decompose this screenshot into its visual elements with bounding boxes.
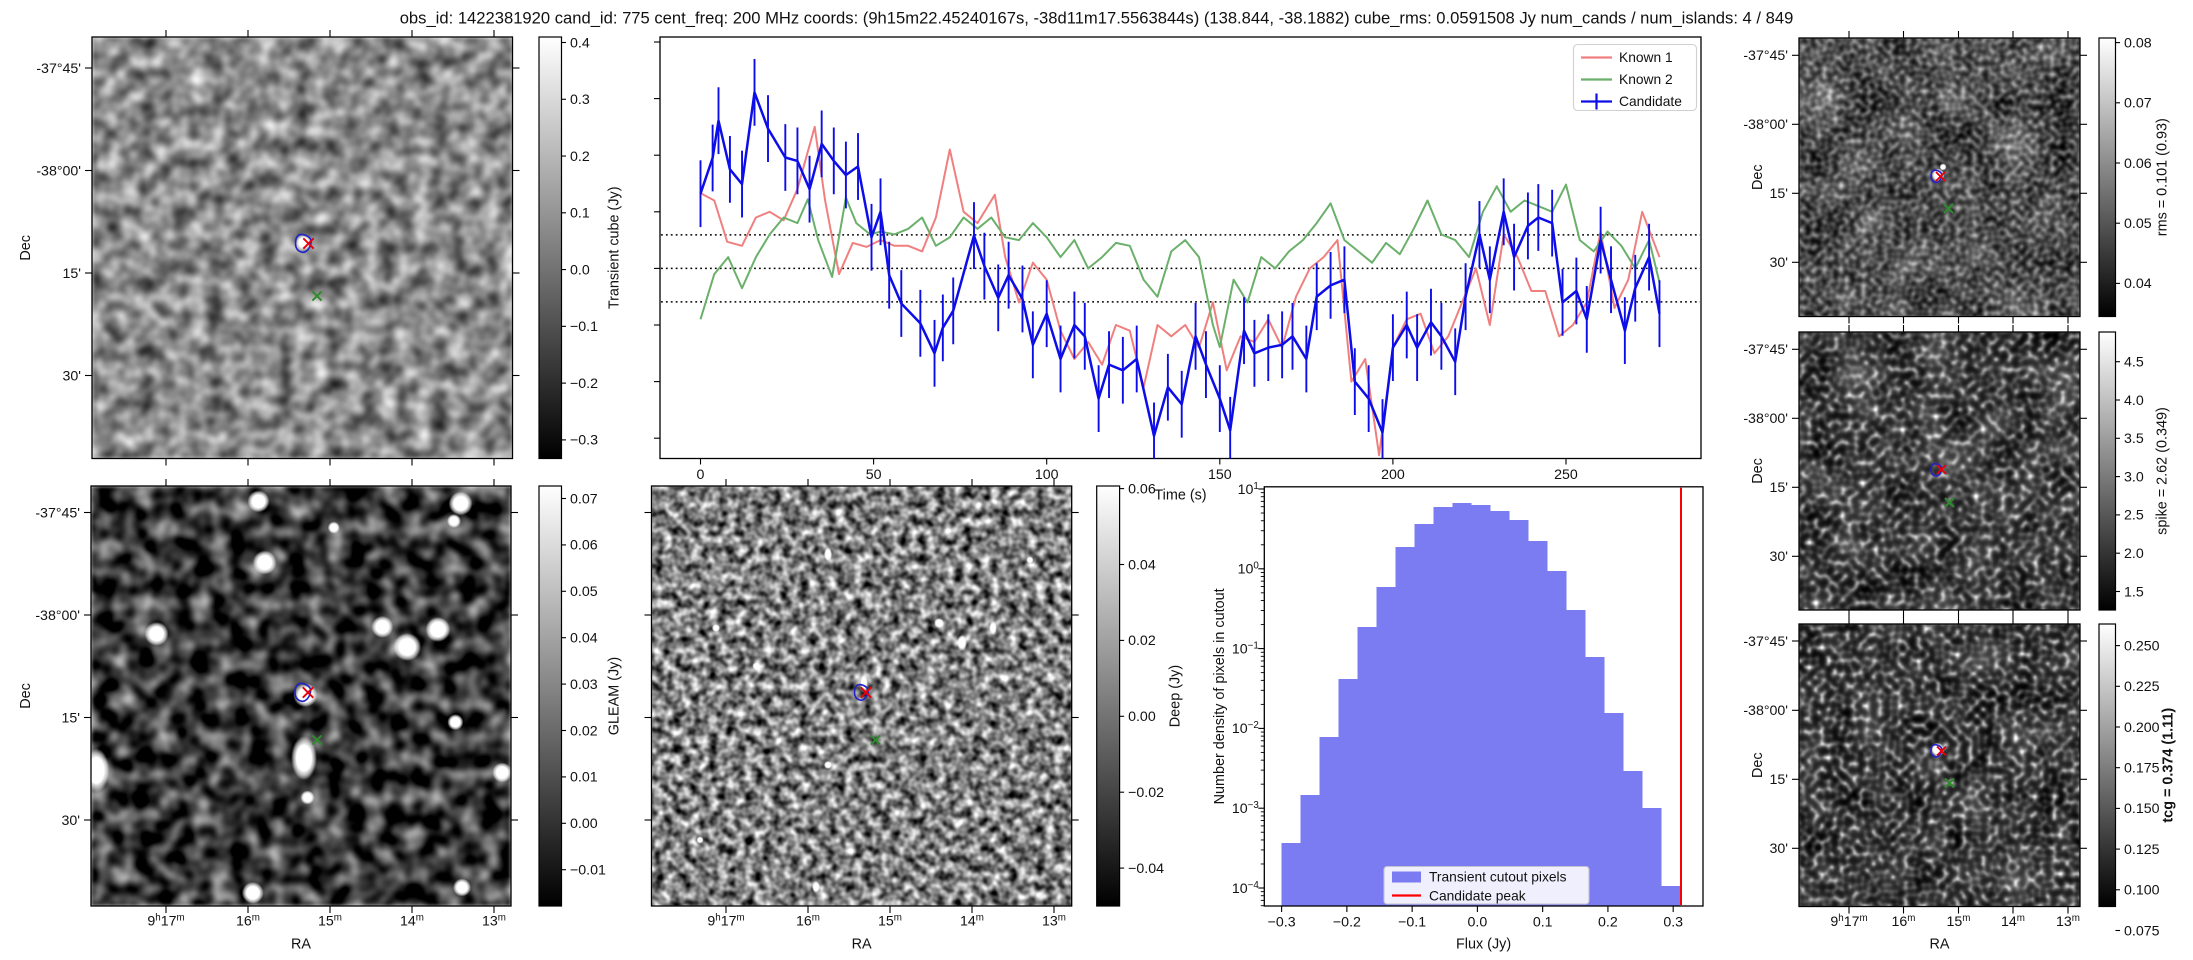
svg-text:15': 15' xyxy=(1770,186,1789,202)
svg-text:RA: RA xyxy=(852,937,872,953)
svg-text:0.0: 0.0 xyxy=(1468,915,1488,931)
svg-text:-37°45': -37°45' xyxy=(35,505,80,521)
svg-text:0.3: 0.3 xyxy=(1663,915,1683,931)
svg-text:Flux (Jy): Flux (Jy) xyxy=(1456,937,1511,953)
svg-text:−0.01: −0.01 xyxy=(570,863,606,879)
svg-text:0.07: 0.07 xyxy=(570,491,598,507)
svg-text:0.0: 0.0 xyxy=(570,262,590,278)
svg-text:Candidate peak: Candidate peak xyxy=(1429,889,1526,904)
svg-text:0.03: 0.03 xyxy=(570,677,598,693)
svg-text:Time (s): Time (s) xyxy=(1154,488,1206,504)
svg-text:30': 30' xyxy=(1770,549,1789,565)
svg-text:-38°00': -38°00' xyxy=(1743,703,1788,719)
svg-text:0.2: 0.2 xyxy=(1598,915,1618,931)
svg-text:0.04: 0.04 xyxy=(570,631,598,647)
svg-text:Transient cutout pixels: Transient cutout pixels xyxy=(1429,870,1567,885)
svg-text:150: 150 xyxy=(1208,467,1232,483)
svg-text:0.06: 0.06 xyxy=(2124,156,2152,172)
svg-text:-38°00': -38°00' xyxy=(35,608,80,624)
svg-text:0.225: 0.225 xyxy=(2124,679,2160,695)
svg-text:−0.1: −0.1 xyxy=(570,319,598,335)
svg-text:tcg = 0.374 (1.11): tcg = 0.374 (1.11) xyxy=(2161,708,2177,823)
svg-text:0.06: 0.06 xyxy=(1128,481,1156,497)
svg-text:30': 30' xyxy=(1770,255,1789,271)
svg-text:0.00: 0.00 xyxy=(570,816,598,832)
svg-text:0.3: 0.3 xyxy=(570,92,590,108)
svg-text:−0.3: −0.3 xyxy=(570,433,598,449)
svg-text:0.200: 0.200 xyxy=(2124,720,2160,736)
svg-text:−0.02: −0.02 xyxy=(1128,785,1164,801)
svg-text:0.4: 0.4 xyxy=(570,35,590,51)
svg-text:-38°00': -38°00' xyxy=(36,163,81,179)
svg-text:spike = 2.62 (0.349): spike = 2.62 (0.349) xyxy=(2155,407,2171,535)
svg-text:Known 1: Known 1 xyxy=(1619,50,1673,65)
svg-text:30': 30' xyxy=(62,813,81,829)
svg-text:1.5: 1.5 xyxy=(2124,584,2144,600)
svg-text:0.05: 0.05 xyxy=(2124,216,2152,232)
svg-text:obs_id: 1422381920 cand_id: 77: obs_id: 1422381920 cand_id: 775 cent_fre… xyxy=(400,9,1794,28)
svg-text:3.5: 3.5 xyxy=(2124,431,2144,447)
svg-text:100: 100 xyxy=(1035,467,1059,483)
svg-text:RA: RA xyxy=(1930,937,1950,953)
svg-text:200: 200 xyxy=(1381,467,1405,483)
svg-text:-37°45': -37°45' xyxy=(36,61,81,77)
svg-text:0.1: 0.1 xyxy=(570,206,590,222)
svg-text:0.150: 0.150 xyxy=(2124,801,2160,817)
svg-text:15': 15' xyxy=(62,710,81,726)
svg-text:0.1: 0.1 xyxy=(1533,915,1553,931)
svg-text:0.00: 0.00 xyxy=(1128,709,1156,725)
svg-text:0.04: 0.04 xyxy=(1128,557,1156,573)
svg-text:Candidate: Candidate xyxy=(1619,94,1682,109)
svg-text:0.250: 0.250 xyxy=(2124,638,2160,654)
svg-text:-37°45': -37°45' xyxy=(1743,342,1788,358)
svg-text:-38°00': -38°00' xyxy=(1743,411,1788,427)
svg-text:rms = 0.101 (0.93): rms = 0.101 (0.93) xyxy=(2155,118,2171,236)
svg-text:3.0: 3.0 xyxy=(2124,469,2144,485)
svg-text:15': 15' xyxy=(1770,480,1789,496)
svg-text:0.08: 0.08 xyxy=(2124,35,2152,51)
svg-text:−0.1: −0.1 xyxy=(1398,915,1426,931)
svg-text:0.075: 0.075 xyxy=(2124,923,2160,939)
svg-text:0.2: 0.2 xyxy=(570,149,590,165)
svg-text:Dec: Dec xyxy=(1750,458,1766,484)
svg-text:0.125: 0.125 xyxy=(2124,842,2160,858)
svg-text:−0.2: −0.2 xyxy=(1333,915,1361,931)
svg-text:Dec: Dec xyxy=(18,235,34,261)
svg-text:2.5: 2.5 xyxy=(2124,508,2144,524)
svg-text:0.02: 0.02 xyxy=(570,723,598,739)
svg-text:-38°00': -38°00' xyxy=(1743,117,1788,133)
svg-text:0.05: 0.05 xyxy=(570,584,598,600)
svg-text:0.02: 0.02 xyxy=(1128,633,1156,649)
svg-text:Number density of pixels in cu: Number density of pixels in cutout xyxy=(1212,588,1228,804)
svg-text:15': 15' xyxy=(1770,772,1789,788)
svg-text:-37°45': -37°45' xyxy=(1743,48,1788,64)
svg-text:-37°45': -37°45' xyxy=(1743,634,1788,650)
svg-text:250: 250 xyxy=(1554,467,1578,483)
svg-text:0.06: 0.06 xyxy=(570,538,598,554)
svg-text:−0.3: −0.3 xyxy=(1268,915,1296,931)
svg-text:0.04: 0.04 xyxy=(2124,276,2152,292)
svg-text:Dec: Dec xyxy=(18,683,34,709)
svg-text:30': 30' xyxy=(63,368,82,384)
svg-text:4.5: 4.5 xyxy=(2124,355,2144,371)
svg-text:RA: RA xyxy=(291,937,311,953)
svg-text:−0.04: −0.04 xyxy=(1128,861,1164,877)
svg-text:−0.2: −0.2 xyxy=(570,376,598,392)
svg-text:0: 0 xyxy=(697,467,705,483)
svg-text:50: 50 xyxy=(866,467,882,483)
svg-text:30': 30' xyxy=(1770,841,1789,857)
svg-text:0.01: 0.01 xyxy=(570,770,598,786)
svg-text:Dec: Dec xyxy=(1750,752,1766,778)
svg-text:0.07: 0.07 xyxy=(2124,96,2152,112)
svg-text:GLEAM (Jy): GLEAM (Jy) xyxy=(607,657,623,735)
svg-text:Transient cube (Jy): Transient cube (Jy) xyxy=(607,186,623,309)
svg-text:0.175: 0.175 xyxy=(2124,761,2160,777)
svg-text:15': 15' xyxy=(63,266,82,282)
svg-text:Deep (Jy): Deep (Jy) xyxy=(1168,665,1184,727)
svg-text:Dec: Dec xyxy=(1750,164,1766,190)
svg-text:0.100: 0.100 xyxy=(2124,883,2160,899)
svg-text:2.0: 2.0 xyxy=(2124,546,2144,562)
svg-text:Known 2: Known 2 xyxy=(1619,72,1673,87)
svg-text:4.0: 4.0 xyxy=(2124,393,2144,409)
